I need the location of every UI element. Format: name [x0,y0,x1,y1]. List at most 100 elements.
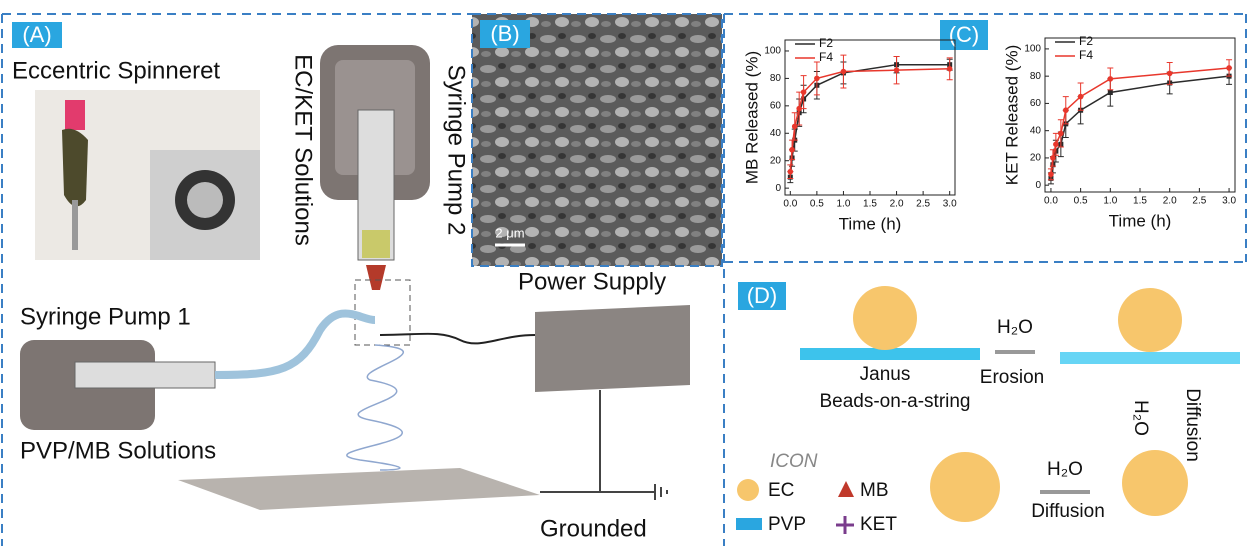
data-point [1078,94,1084,100]
y-axis-label: KET Released (%) [1002,45,1021,185]
x-tick-label: 1.0 [1103,196,1117,207]
y-tick-label: 60 [1030,98,1042,109]
data-point [792,124,798,130]
y-axis-label: MB Released (%) [742,51,761,184]
nozzle [187,182,223,218]
power-supply [535,305,690,392]
needle-hub [65,100,85,130]
data-point [1063,107,1069,113]
y-tick-label: 40 [1030,125,1042,136]
label: H₂O [997,317,1033,338]
figure: (A) Eccentric Spinneret EC/KET Solutions… [0,0,1248,546]
label: Syringe Pump 1 [20,303,191,330]
y-tick-label: 80 [770,73,782,84]
data-point [1048,171,1054,177]
tube [215,313,375,375]
data-point [789,147,795,153]
jet [347,345,404,470]
data-point [841,69,847,75]
label: Grounded [540,515,647,542]
collector [178,468,540,510]
x-tick-label: 2.5 [916,199,930,210]
y-tick-label: 40 [770,128,782,139]
label: H₂O [1047,459,1083,480]
data-point [801,89,807,95]
solution [362,230,390,258]
x-tick-label: 0.0 [783,199,797,210]
label: Beads-on-a-string [819,391,970,412]
label: EC [768,480,794,501]
data-point [1167,71,1173,77]
label: Power Supply [518,268,666,295]
x-tick-label: 2.0 [890,199,904,210]
scale-label: 2 μm [495,225,524,240]
ground-wire [540,390,667,500]
data-point [1108,90,1113,95]
legend-icon [737,479,759,501]
label: EC/KET Solutions [290,54,317,246]
data-point [1053,142,1059,148]
data-point [788,169,794,175]
wire [380,334,535,344]
series-line [1051,76,1229,178]
ec-bead [1122,450,1188,516]
x-tick-label: 1.5 [1133,196,1147,207]
legend-icon [736,518,762,530]
label: ICON [770,451,818,472]
label: Diffusion [1031,501,1105,522]
legend-label: F4 [1079,48,1093,62]
data-point [814,76,820,82]
data-point [1226,65,1232,71]
data-point [1058,131,1064,137]
label: Janus [860,364,911,385]
y-tick-label: 20 [770,155,782,166]
ec-bead [1118,288,1182,352]
data-point [894,67,900,73]
x-tick-label: 1.0 [836,199,850,210]
x-tick-label: 3.0 [1222,196,1236,207]
panel-label: (A) [22,22,51,47]
y-tick-label: 60 [770,100,782,111]
series-line [790,69,949,172]
label: H₂O [1130,400,1151,436]
plot-frame [1045,38,1235,192]
x-tick-label: 1.5 [863,199,877,210]
y-tick-label: 0 [1035,180,1041,191]
spinneret [62,129,88,207]
x-tick-label: 3.0 [943,199,957,210]
label: PVP/MB Solutions [20,437,216,464]
data-point [1108,76,1114,82]
y-tick-label: 100 [1024,44,1041,55]
syringe [75,362,215,388]
x-axis-label: Time (h) [839,214,902,233]
x-axis-label: Time (h) [1109,211,1172,230]
label: Syringe Pump 2 [443,65,470,236]
ec-bead [930,452,1000,522]
legend-label: F2 [819,36,833,50]
panel-label: (B) [490,21,519,46]
legend-label: F4 [819,50,833,64]
needle [72,200,78,250]
y-tick-label: 20 [1030,153,1042,164]
panel-label: (D) [747,283,778,308]
legend-icon [836,516,854,534]
ec-bead [853,286,917,350]
y-tick-label: 80 [1030,71,1042,82]
legend-label: F2 [1079,34,1093,48]
legend-icon [838,481,854,497]
label: Erosion [980,367,1044,388]
pvp-layer [1060,352,1240,364]
label: PVP [768,514,806,535]
data-point [947,66,953,72]
y-tick-label: 0 [775,183,781,194]
label: Diffusion [1182,388,1203,462]
label: MB [860,480,889,501]
data-point [1050,155,1056,161]
label: KET [860,514,897,535]
x-tick-label: 0.5 [1074,196,1088,207]
series-line [1051,68,1229,174]
pvp-layer [800,348,980,360]
label: Eccentric Spinneret [12,57,220,84]
x-tick-label: 0.5 [810,199,824,210]
x-tick-label: 0.0 [1044,196,1058,207]
